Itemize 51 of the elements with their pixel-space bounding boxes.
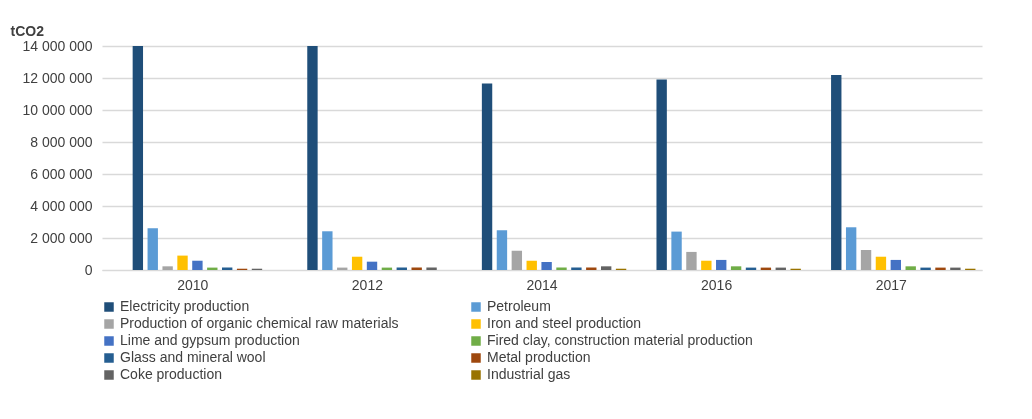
bar [845, 227, 857, 270]
legend-label: Production of organic chemical raw materials [120, 315, 399, 331]
legend-label: Petroleum [487, 298, 551, 314]
legend-label: Coke production [120, 366, 222, 382]
y-tick-label: 8 000 000 [30, 133, 93, 150]
legend-label: Lime and gypsum production [120, 332, 300, 348]
legend-label: Metal production [487, 349, 591, 365]
bar [351, 256, 363, 270]
bar [177, 255, 188, 270]
bar [730, 266, 742, 270]
bar [600, 266, 612, 270]
bar [162, 266, 173, 270]
legend-label: Iron and steel production [487, 315, 642, 331]
bar [322, 231, 333, 270]
bar [307, 46, 318, 270]
x-tick-label: 2016 [701, 276, 733, 293]
x-tick-label: 2010 [177, 276, 209, 293]
bar [481, 83, 493, 270]
y-tick-label: 10 000 000 [22, 101, 93, 118]
y-tick-label: 2 000 000 [30, 229, 93, 246]
x-tick-label: 2012 [351, 276, 384, 293]
y-tick-label: 14 000 000 [22, 37, 93, 54]
bar [860, 250, 872, 270]
bar [496, 230, 508, 270]
x-tick-label: 2017 [875, 276, 907, 293]
y-tick-label: 4 000 000 [30, 197, 93, 214]
y-axis-title: tCO2 [10, 22, 45, 39]
legend-label: Industrial gas [487, 366, 571, 382]
bar [875, 256, 887, 270]
bar [541, 262, 552, 270]
y-tick-label: 0 [84, 261, 93, 278]
y-tick-label: 12 000 000 [22, 69, 93, 86]
x-tick-label: 2014 [526, 276, 558, 293]
bar [511, 250, 523, 270]
bar [831, 74, 842, 270]
bar [716, 259, 727, 270]
bar [132, 46, 144, 270]
legend-label: Glass and mineral wool [120, 349, 266, 365]
bar [192, 260, 203, 270]
legend-label: Electricity production [120, 298, 250, 314]
bar [366, 261, 378, 270]
bar [671, 231, 682, 270]
bar [905, 266, 916, 270]
bar [890, 259, 902, 270]
bar [147, 228, 158, 270]
legend-label: Fired clay, construction material production [487, 332, 753, 348]
bar [701, 260, 712, 270]
bar [526, 260, 537, 270]
bar [686, 251, 697, 270]
bar [656, 79, 667, 270]
y-tick-label: 6 000 000 [30, 165, 93, 182]
